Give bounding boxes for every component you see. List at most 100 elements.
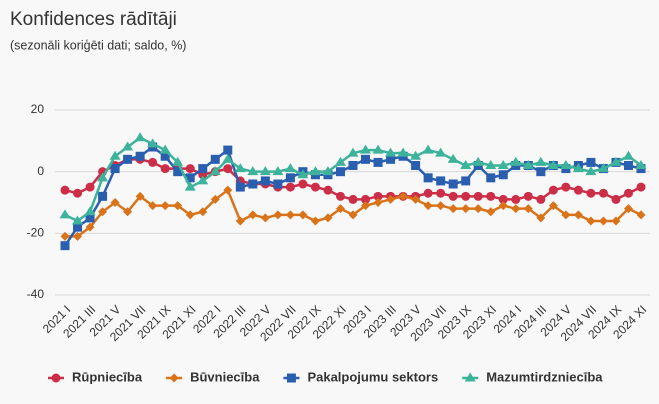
point [448, 191, 458, 201]
point [85, 182, 95, 192]
point [461, 204, 471, 214]
point [184, 181, 196, 191]
point [97, 172, 109, 182]
point [410, 150, 422, 160]
point [573, 185, 583, 195]
point [198, 207, 208, 217]
point [423, 201, 433, 211]
point [386, 154, 396, 164]
point [411, 161, 421, 170]
point [84, 206, 96, 216]
point [235, 216, 245, 226]
point [397, 147, 409, 157]
point [573, 210, 583, 220]
point [335, 204, 345, 214]
point [348, 210, 358, 220]
point [423, 173, 433, 183]
point [435, 147, 447, 157]
point [498, 194, 508, 204]
point [298, 210, 308, 220]
point [623, 204, 633, 214]
point [334, 156, 346, 166]
point [636, 210, 646, 220]
point [310, 182, 320, 192]
point [423, 188, 433, 198]
point [548, 185, 558, 195]
point [260, 213, 270, 223]
point [247, 166, 259, 176]
point [110, 198, 120, 207]
point [98, 191, 108, 201]
point [561, 182, 571, 192]
point [272, 166, 284, 176]
point [548, 201, 558, 211]
point [598, 216, 608, 226]
legend-label: Mazumtirdzniecība [486, 369, 603, 384]
point [148, 157, 158, 167]
point [464, 372, 476, 382]
point [59, 209, 71, 219]
point [259, 166, 271, 176]
point [273, 210, 283, 220]
point [523, 191, 533, 201]
point [85, 222, 95, 232]
point [285, 182, 295, 192]
point [172, 156, 184, 166]
point [536, 213, 546, 223]
point [235, 182, 245, 192]
point [223, 145, 233, 155]
point [597, 163, 609, 173]
legend-label: Rūpniecība [72, 369, 143, 384]
point [623, 188, 633, 198]
point [635, 160, 647, 169]
point [398, 191, 408, 201]
point [185, 164, 195, 174]
point [322, 166, 334, 176]
point [110, 164, 120, 174]
point [547, 160, 559, 169]
point [436, 201, 446, 211]
point [148, 201, 158, 211]
point [448, 204, 458, 214]
point [298, 179, 308, 189]
point [586, 188, 596, 198]
point [361, 154, 371, 164]
point [210, 194, 220, 204]
point [72, 215, 84, 225]
point [373, 198, 383, 207]
point [173, 201, 183, 211]
point [73, 222, 83, 232]
point [536, 194, 546, 204]
point [510, 156, 522, 166]
point [473, 204, 483, 214]
point [473, 191, 483, 201]
point [285, 173, 295, 183]
point [472, 156, 484, 166]
point [411, 194, 421, 204]
point [586, 157, 596, 167]
point [461, 191, 471, 201]
point [209, 166, 221, 176]
point [585, 166, 597, 176]
point [422, 144, 434, 154]
point [234, 163, 246, 173]
point [447, 153, 459, 163]
point [185, 210, 195, 220]
point [623, 161, 633, 170]
point [323, 185, 333, 195]
point [73, 231, 83, 241]
point [135, 151, 145, 161]
point [611, 194, 621, 204]
point [335, 191, 345, 201]
point [461, 176, 471, 186]
point [598, 188, 608, 198]
point [373, 157, 383, 167]
point [60, 231, 70, 241]
point [309, 166, 321, 176]
point [198, 164, 208, 174]
point [561, 210, 571, 220]
point [60, 185, 70, 195]
point [310, 216, 320, 226]
point [486, 207, 496, 217]
